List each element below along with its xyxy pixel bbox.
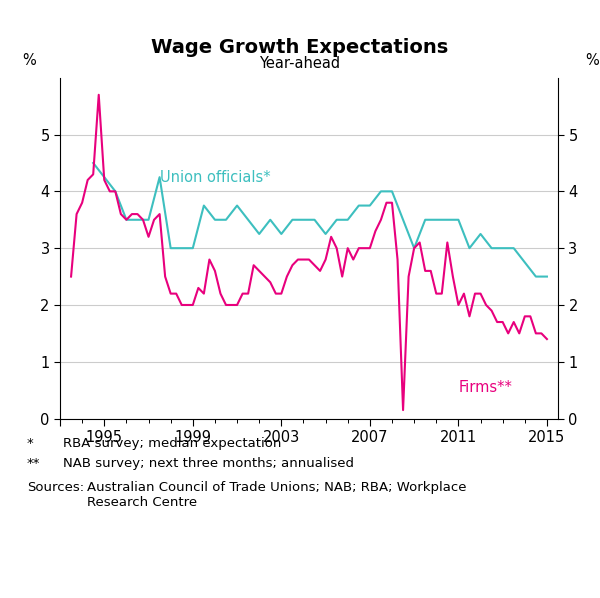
Text: Wage Growth Expectations: Wage Growth Expectations bbox=[151, 38, 449, 57]
Text: RBA survey; median expectation: RBA survey; median expectation bbox=[63, 437, 281, 450]
Text: Year-ahead: Year-ahead bbox=[259, 56, 341, 71]
Text: Sources:: Sources: bbox=[27, 481, 84, 495]
Text: NAB survey; next three months; annualised: NAB survey; next three months; annualise… bbox=[63, 457, 354, 471]
Text: %: % bbox=[586, 53, 599, 68]
Text: Union officials*: Union officials* bbox=[160, 170, 270, 185]
Text: Firms**: Firms** bbox=[458, 380, 512, 395]
Text: **: ** bbox=[27, 457, 41, 471]
Text: %: % bbox=[23, 53, 37, 68]
Text: Australian Council of Trade Unions; NAB; RBA; Workplace
Research Centre: Australian Council of Trade Unions; NAB;… bbox=[87, 481, 467, 509]
Text: *: * bbox=[27, 437, 34, 450]
